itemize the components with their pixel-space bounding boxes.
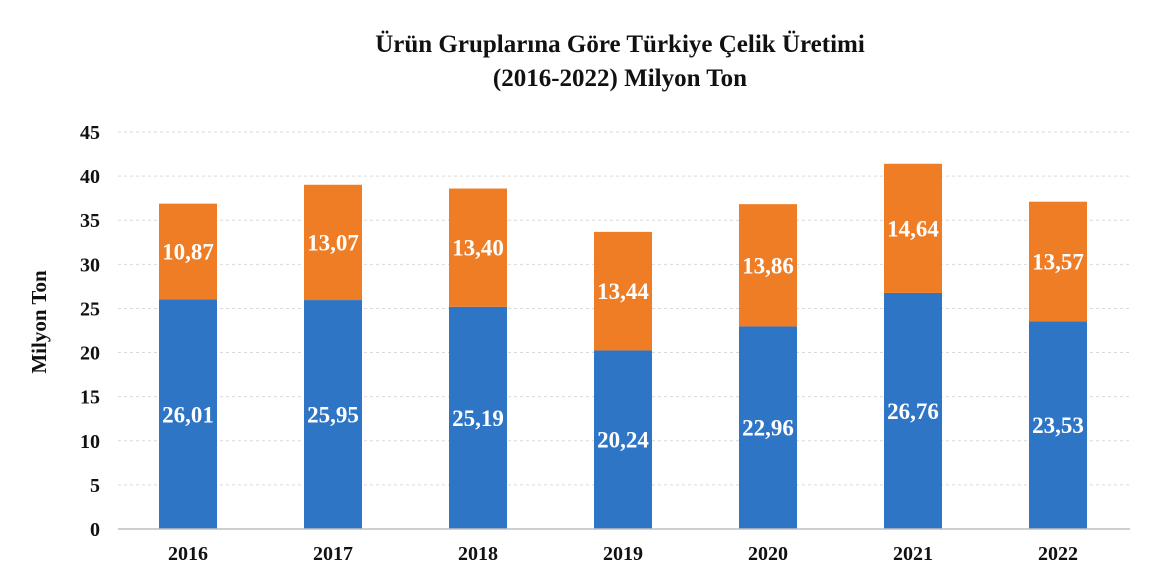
bar-segment [884, 292, 942, 529]
bar-segment [449, 306, 507, 529]
data-labels: 26,01 10,87 25,95 13,07 25,19 13,40 20,24 13,44… [162, 216, 1084, 452]
bar-data-label: 26,76 [887, 399, 939, 424]
bar-data-label: 25,95 [307, 403, 359, 428]
bar-data-label: 13,57 [1032, 250, 1084, 275]
bar-data-label: 13,86 [742, 253, 794, 278]
y-tick-label: 35 [80, 210, 100, 232]
chart-title-line-1: Ürün Gruplarına Göre Türkiye Çelik Üreti… [375, 31, 865, 58]
bar-data-label: 13,07 [307, 230, 359, 255]
x-tick-label: 2020 [748, 543, 788, 565]
bar-segment [304, 184, 362, 301]
bar-data-label: 13,40 [452, 236, 504, 261]
bar-segment [159, 299, 217, 529]
bar-data-label: 10,87 [162, 240, 214, 265]
bar-data-label: 14,64 [887, 216, 939, 241]
bar-segment [594, 231, 652, 351]
y-tick-label: 5 [90, 475, 100, 497]
y-tick-label: 25 [80, 298, 100, 320]
bar-data-label: 25,19 [452, 406, 504, 431]
y-axis-ticks: 0 5 10 15 20 25 30 35 40 45 [80, 122, 100, 541]
bar-segment [594, 350, 652, 529]
y-tick-label: 30 [80, 254, 100, 276]
x-tick-label: 2016 [168, 543, 208, 565]
bar-segment [884, 163, 942, 293]
bar-data-label: 13,44 [597, 279, 649, 304]
bar-segment [159, 203, 217, 300]
chart-title-line-2: (2016-2022) Milyon Ton [493, 65, 747, 92]
x-tick-label: 2017 [313, 543, 353, 565]
bar-segment [739, 326, 797, 529]
x-tick-label: 2021 [893, 543, 933, 565]
y-tick-label: 45 [80, 122, 100, 144]
x-tick-label: 2022 [1038, 543, 1078, 565]
bar-segment [449, 188, 507, 307]
bar-segment [304, 300, 362, 529]
bar-data-label: 23,53 [1032, 413, 1084, 438]
y-tick-label: 10 [80, 431, 100, 453]
bar-data-label: 20,24 [597, 428, 649, 453]
x-tick-label: 2018 [458, 543, 498, 565]
bar-data-label: 26,01 [162, 402, 214, 427]
bar-segment [1029, 321, 1087, 529]
y-tick-label: 15 [80, 387, 100, 409]
y-axis-label: Milyon Ton [27, 270, 51, 374]
y-tick-label: 0 [90, 519, 100, 541]
y-tick-label: 40 [80, 166, 100, 188]
x-tick-label: 2019 [603, 543, 643, 565]
bar-segment [739, 204, 797, 327]
y-tick-label: 20 [80, 343, 100, 365]
chart-title: Ürün Gruplarına Göre Türkiye Çelik Üreti… [375, 31, 865, 92]
bar-segment [1029, 201, 1087, 322]
bar-data-label: 22,96 [742, 416, 794, 441]
bars [159, 163, 1087, 529]
x-axis-ticks: 2016 2017 2018 2019 2020 2021 2022 [168, 543, 1078, 565]
